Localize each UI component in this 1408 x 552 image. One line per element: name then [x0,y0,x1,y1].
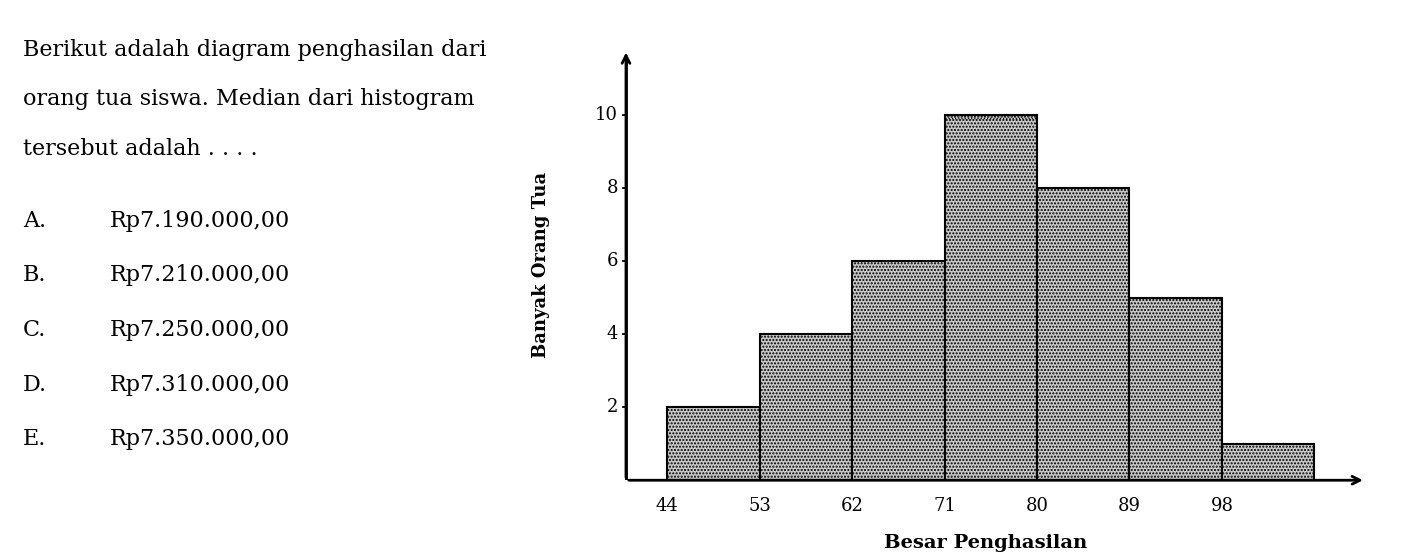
Text: Besar Penghasilan
(ratusan ribu rupiah): Besar Penghasilan (ratusan ribu rupiah) [869,534,1102,552]
Bar [1129,298,1222,480]
Bar [1036,188,1129,480]
Text: A.: A. [23,210,46,232]
Text: Rp7.250.000,00: Rp7.250.000,00 [110,319,290,341]
Bar [852,261,945,480]
Bar [945,115,1036,480]
Text: 71: 71 [934,497,956,514]
Text: 89: 89 [1118,497,1140,514]
Bar [759,335,852,480]
Text: E.: E. [23,428,46,450]
Text: 10: 10 [594,107,618,124]
Text: 98: 98 [1211,497,1233,514]
Text: Rp7.350.000,00: Rp7.350.000,00 [110,428,290,450]
Bar [1222,444,1315,480]
Text: C.: C. [23,319,46,341]
Text: tersebut adalah . . . .: tersebut adalah . . . . [23,138,258,160]
Text: B.: B. [23,264,46,286]
Text: 6: 6 [607,252,618,270]
Text: Rp7.210.000,00: Rp7.210.000,00 [110,264,290,286]
Text: D.: D. [23,374,48,396]
Text: 53: 53 [748,497,772,514]
Text: Rp7.310.000,00: Rp7.310.000,00 [110,374,290,396]
Text: 2: 2 [607,398,618,416]
Text: Rp7.190.000,00: Rp7.190.000,00 [110,210,290,232]
Text: orang tua siswa. Median dari histogram: orang tua siswa. Median dari histogram [23,88,474,110]
Text: Berikut adalah diagram penghasilan dari: Berikut adalah diagram penghasilan dari [23,39,487,61]
Text: 80: 80 [1025,497,1049,514]
Text: 8: 8 [607,179,618,197]
Text: 4: 4 [607,325,618,343]
Text: 62: 62 [841,497,863,514]
Text: Banyak Orang Tua: Banyak Orang Tua [532,172,549,358]
Bar [667,407,759,480]
Text: 44: 44 [656,497,679,514]
